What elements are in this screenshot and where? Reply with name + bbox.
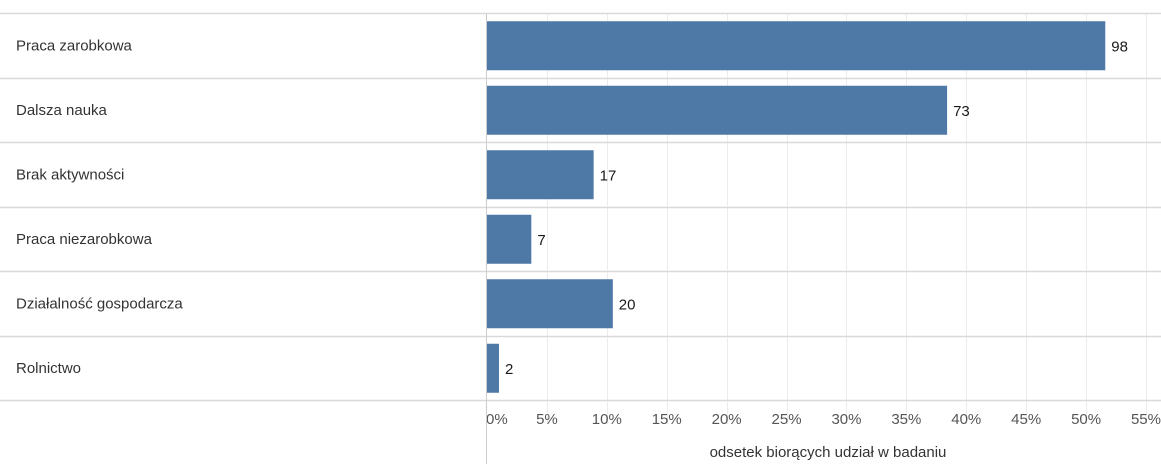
row-dividers (0, 12, 1161, 402)
x-tick-label: 5% (536, 411, 558, 428)
category-label: Rolnictwo (16, 360, 81, 377)
grid-lines (547, 13, 1147, 424)
category-label: Dalsza nauka (16, 102, 108, 119)
x-tick-label: 30% (831, 411, 861, 428)
value-label: 20 (619, 296, 636, 313)
bar (487, 279, 613, 329)
x-tick-label: 15% (652, 411, 682, 428)
category-label: Działalność gospodarcza (16, 295, 183, 312)
category-labels: Praca zarobkowa Dalsza nauka Brak aktywnoś… (16, 37, 183, 377)
value-label: 7 (537, 232, 545, 249)
category-label: Praca zarobkowa (16, 37, 133, 54)
x-tick-label: 45% (1011, 411, 1041, 428)
x-tick-label: 55% (1131, 411, 1161, 428)
value-labels: 98 73 17 7 20 2 (505, 38, 1128, 378)
bar (487, 343, 499, 393)
x-tick-label: 35% (891, 411, 921, 428)
value-label: 73 (953, 103, 970, 120)
x-tick-label: 50% (1071, 411, 1101, 428)
x-tick-label: 10% (592, 411, 622, 428)
x-tick-label: 0% (486, 411, 508, 428)
value-label: 17 (600, 167, 617, 184)
bar (487, 85, 948, 135)
value-label: 98 (1111, 38, 1128, 55)
category-label: Brak aktywności (16, 166, 124, 183)
bar (487, 214, 532, 264)
x-tick-labels: 0% 5% 10% 15% 20% 25% 30% 35% 40% 45% 50% 55% (486, 411, 1161, 428)
category-label: Praca niezarobkowa (16, 231, 153, 248)
x-tick-label: 25% (772, 411, 802, 428)
x-axis-title: odsetek biorących udział w badaniu (710, 444, 947, 461)
bars (487, 21, 1106, 393)
bar (487, 21, 1106, 71)
x-tick-label: 20% (712, 411, 742, 428)
value-label: 2 (505, 361, 513, 378)
x-tick-label: 40% (951, 411, 981, 428)
bar (487, 150, 594, 200)
